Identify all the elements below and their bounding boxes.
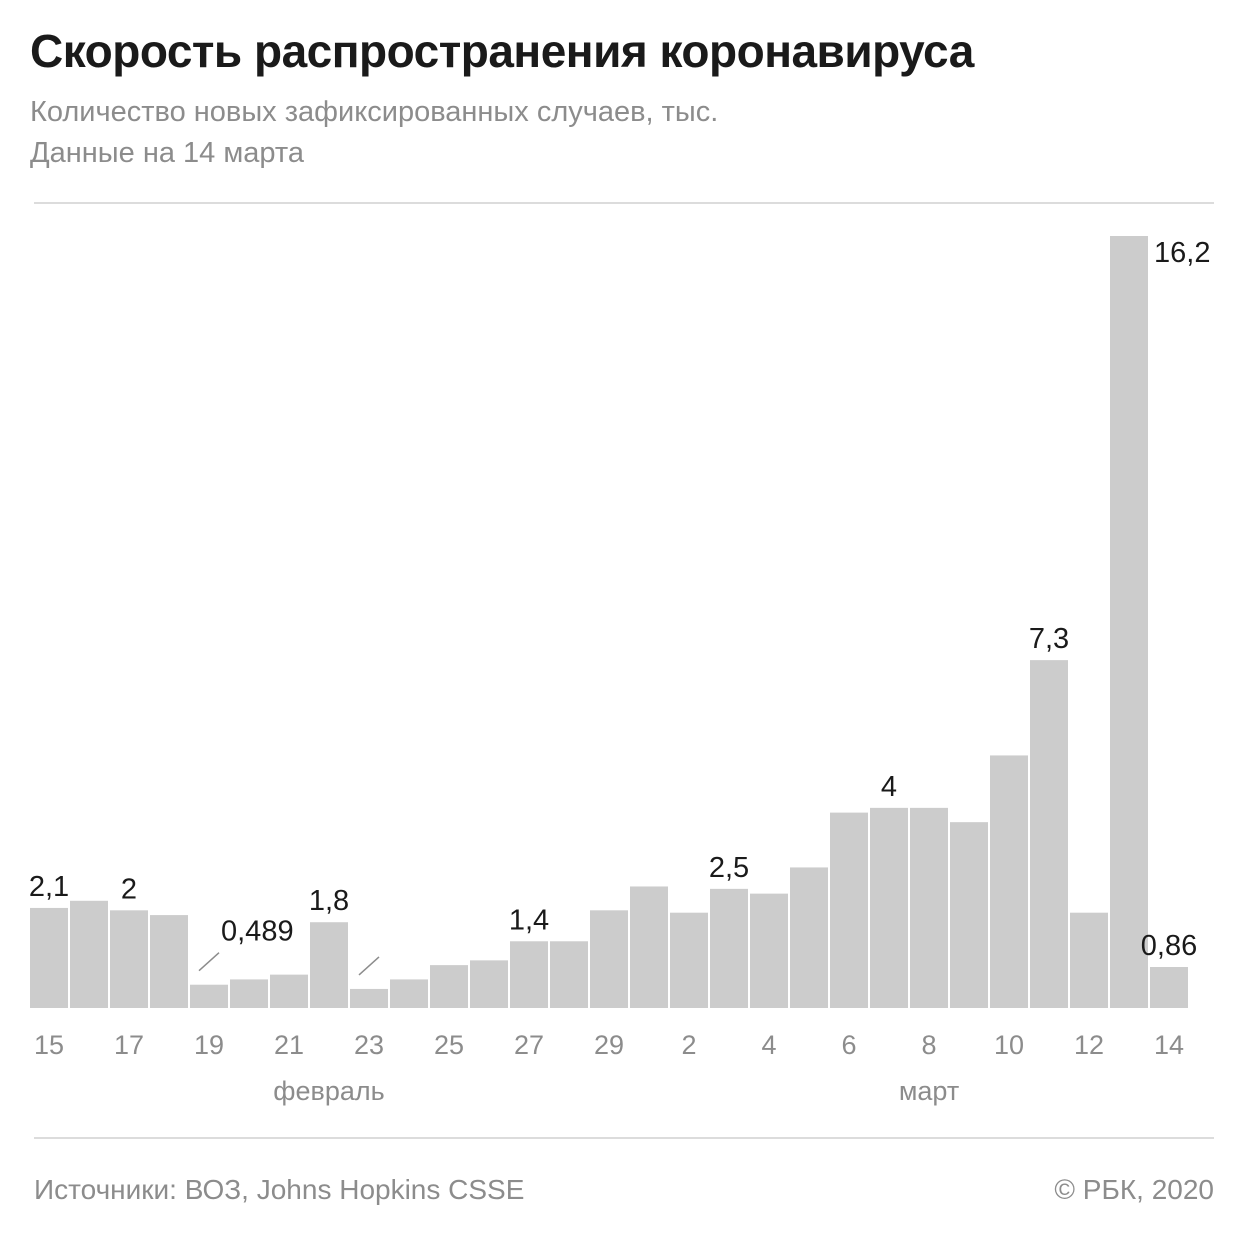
- bar: [110, 910, 148, 1008]
- x-tick-label: 17: [114, 1030, 144, 1060]
- data-label: 0,489: [221, 916, 294, 948]
- bar: [510, 941, 548, 1008]
- bar: [590, 910, 628, 1008]
- chart-subtitle: Количество новых зафиксированных случаев…: [30, 96, 719, 128]
- bar: [230, 979, 268, 1008]
- sources-note: Источники: ВОЗ, Johns Hopkins CSSE: [34, 1174, 525, 1205]
- bar: [830, 812, 868, 1008]
- bar: [1150, 967, 1188, 1008]
- label-leader-line: [358, 956, 380, 976]
- x-tick-label: 10: [994, 1030, 1024, 1060]
- data-label: 1,4: [509, 904, 549, 936]
- label-leader-line: [198, 952, 220, 972]
- bar: [470, 960, 508, 1008]
- bar: [750, 893, 788, 1008]
- x-tick-label: 8: [921, 1030, 936, 1060]
- x-tick-label: 12: [1074, 1030, 1104, 1060]
- x-tick-label: 2: [681, 1030, 696, 1060]
- bar: [1030, 660, 1068, 1008]
- bar: [670, 912, 708, 1008]
- data-label: 2,5: [709, 852, 749, 884]
- x-tick-label: 23: [354, 1030, 384, 1060]
- bar: [870, 807, 908, 1008]
- bar: [710, 888, 748, 1008]
- x-tick-label: 19: [194, 1030, 224, 1060]
- x-tick-label: 27: [514, 1030, 544, 1060]
- data-date-note: Данные на 14 марта: [30, 137, 304, 169]
- bottom-divider: [34, 1137, 1214, 1139]
- bar: [30, 907, 68, 1008]
- data-label: 1,8: [309, 885, 349, 917]
- data-label: 0,86: [1141, 930, 1197, 962]
- bar: [310, 922, 348, 1008]
- bar: [190, 984, 228, 1008]
- bar: [990, 755, 1028, 1008]
- bar: [910, 807, 948, 1008]
- bar: [630, 886, 668, 1008]
- data-label: 16,2: [1154, 237, 1210, 269]
- bar: [390, 979, 428, 1008]
- bar: [1110, 236, 1148, 1008]
- bar: [550, 941, 588, 1008]
- bar: [950, 822, 988, 1008]
- top-divider: [34, 202, 1214, 204]
- bar: [150, 915, 188, 1008]
- x-tick-label: 25: [434, 1030, 464, 1060]
- bar: [1070, 912, 1108, 1008]
- bar: [790, 867, 828, 1008]
- x-tick-label: 21: [274, 1030, 304, 1060]
- chart-title: Скорость распространения коронавируса: [30, 25, 974, 77]
- x-tick-label: 15: [34, 1030, 64, 1060]
- bar: [430, 965, 468, 1008]
- data-label: 4: [881, 771, 897, 803]
- month-label: февраль: [273, 1076, 384, 1106]
- x-tick-label: 14: [1154, 1030, 1184, 1060]
- data-label: 2: [121, 873, 137, 905]
- x-tick-label: 29: [594, 1030, 624, 1060]
- bar: [70, 900, 108, 1008]
- data-label: 2,1: [29, 871, 69, 903]
- data-label: 7,3: [1029, 623, 1069, 655]
- copyright-note: © РБК, 2020: [1054, 1174, 1214, 1205]
- bar: [350, 988, 388, 1008]
- x-tick-label: 4: [761, 1030, 776, 1060]
- bar: [270, 974, 308, 1008]
- month-label: март: [899, 1076, 959, 1106]
- x-tick-label: 6: [841, 1030, 856, 1060]
